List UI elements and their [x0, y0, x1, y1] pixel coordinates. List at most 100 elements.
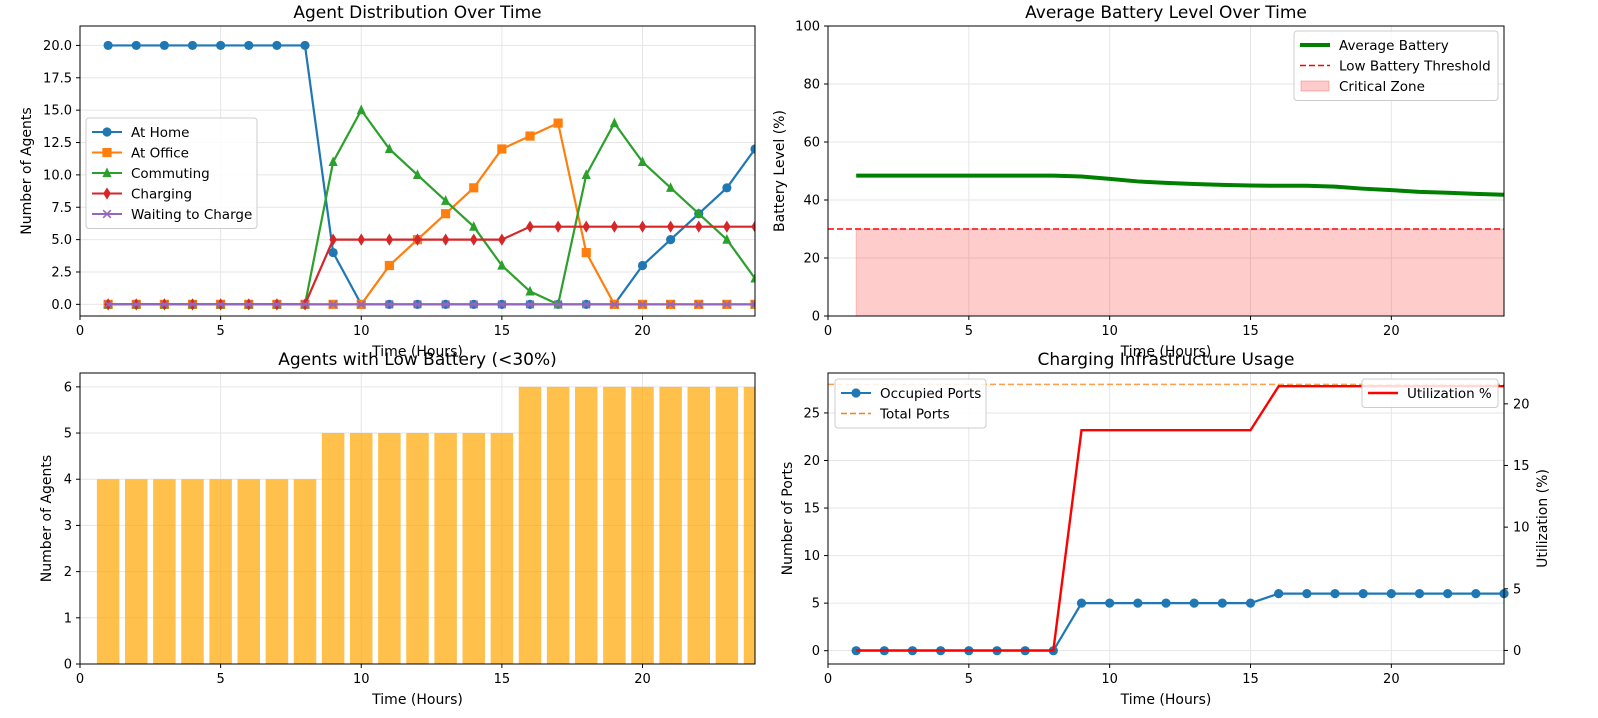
legend-entry: Low Battery Threshold — [1300, 59, 1491, 75]
legend-label: At Home — [131, 125, 189, 141]
data-point — [610, 220, 619, 233]
legend-label: Average Battery — [1339, 38, 1449, 54]
y2-tick-label: 5 — [1513, 582, 1521, 597]
legend-entry: Total Ports — [841, 407, 950, 423]
legend-label: Total Ports — [879, 407, 950, 423]
data-point — [131, 299, 141, 309]
chart-title: Charging Infrastructure Usage — [1038, 350, 1295, 370]
data-point — [1274, 589, 1284, 599]
bar — [490, 433, 514, 664]
data-point — [1302, 589, 1312, 599]
data-point — [103, 299, 113, 309]
bar — [378, 433, 401, 664]
y-tick-label: 60 — [803, 136, 820, 151]
legend-marker — [102, 209, 112, 219]
data-point — [581, 247, 591, 258]
data-point — [498, 233, 506, 246]
series-waiting-to-charge — [103, 299, 755, 309]
data-point — [1217, 598, 1227, 608]
data-point — [328, 156, 338, 167]
y-tick-label: 17.5 — [43, 71, 72, 86]
data-point — [160, 299, 169, 309]
y-axis-label: Battery Level (%) — [772, 110, 788, 232]
y-tick-label: 0 — [64, 658, 72, 673]
plot-area — [96, 386, 755, 664]
data-point — [722, 183, 732, 193]
data-point — [357, 233, 366, 246]
legend-entry: Occupied Ports — [841, 386, 981, 402]
data-point — [356, 299, 366, 309]
bar — [125, 479, 148, 664]
data-point — [666, 182, 676, 192]
data-point — [1358, 589, 1368, 599]
legend-label: Charging — [131, 187, 192, 203]
data-point — [441, 299, 450, 309]
legend-marker — [102, 147, 112, 158]
y2-tick-label: 15 — [1513, 459, 1530, 474]
data-point — [1189, 598, 1199, 608]
data-point — [413, 299, 422, 309]
series-charging — [104, 220, 755, 311]
bar — [350, 433, 373, 664]
legend-box — [1293, 30, 1499, 101]
critical-zone-fill — [855, 228, 1505, 317]
legend-label: Waiting to Charge — [131, 207, 252, 223]
chart-battery: 0 5 10 15 20 0 20 40 60 80 100 Average Battery Leve… — [772, 3, 1505, 360]
x-tick-label: 15 — [494, 324, 511, 339]
y-tick-label: 2 — [64, 565, 72, 580]
y2-axis-label: Utilization (%) — [1535, 469, 1551, 568]
bar — [659, 386, 682, 664]
data-point — [384, 143, 394, 154]
plot-area — [103, 40, 755, 311]
bar — [743, 386, 755, 664]
legend-box — [834, 378, 987, 429]
bar — [321, 433, 345, 664]
data-point — [666, 220, 675, 233]
axes-frame — [827, 372, 1505, 665]
y2-tick-label: 20 — [1513, 397, 1530, 412]
y-tick-label: 0.0 — [51, 298, 72, 313]
data-point — [694, 299, 704, 309]
data-point — [385, 233, 394, 246]
y-tick-label: 100 — [795, 20, 820, 35]
y-tick-label: 20.0 — [43, 39, 72, 54]
y-tick-label: 10 — [803, 549, 820, 564]
data-point — [525, 285, 535, 296]
data-point — [356, 104, 366, 115]
x-tick-label: 5 — [216, 672, 224, 687]
x-tick-label: 0 — [824, 324, 832, 339]
data-point — [131, 40, 141, 51]
data-point — [694, 208, 704, 218]
data-point — [637, 260, 648, 271]
bar — [687, 386, 710, 664]
data-point — [609, 117, 619, 128]
legend-marker — [102, 167, 112, 178]
data-point — [751, 220, 755, 233]
bar — [293, 479, 317, 664]
chart-title: Average Battery Level Over Time — [1025, 3, 1307, 23]
bar — [406, 433, 429, 664]
data-point — [722, 299, 732, 309]
chart-title: Agents with Low Battery (<30%) — [278, 350, 557, 370]
data-point — [750, 299, 755, 309]
y-tick-label: 0 — [812, 310, 820, 325]
data-point — [637, 156, 648, 167]
bar — [237, 479, 260, 664]
x-tick-label: 15 — [494, 672, 511, 687]
y-axis-label: Number of Agents — [19, 107, 35, 234]
chart-dist: 0 5 10 15 20 0.0 2.5 5.0 7.5 10.0 12.5 15.0 17.5 20.0… — [19, 3, 756, 360]
x-tick-label: 5 — [965, 324, 973, 339]
bar — [462, 433, 485, 664]
x-axis-label: Time (Hours) — [371, 344, 463, 360]
data-point — [1330, 589, 1340, 599]
data-point — [525, 131, 535, 141]
bar — [96, 479, 120, 664]
y-tick-label: 3 — [64, 519, 72, 534]
data-point — [1414, 589, 1425, 599]
legend-entry: Waiting to Charge — [92, 207, 252, 223]
data-point — [750, 272, 755, 283]
y-tick-label: 25 — [803, 406, 820, 421]
legend-marker — [102, 127, 112, 137]
legend-marker — [851, 388, 861, 398]
